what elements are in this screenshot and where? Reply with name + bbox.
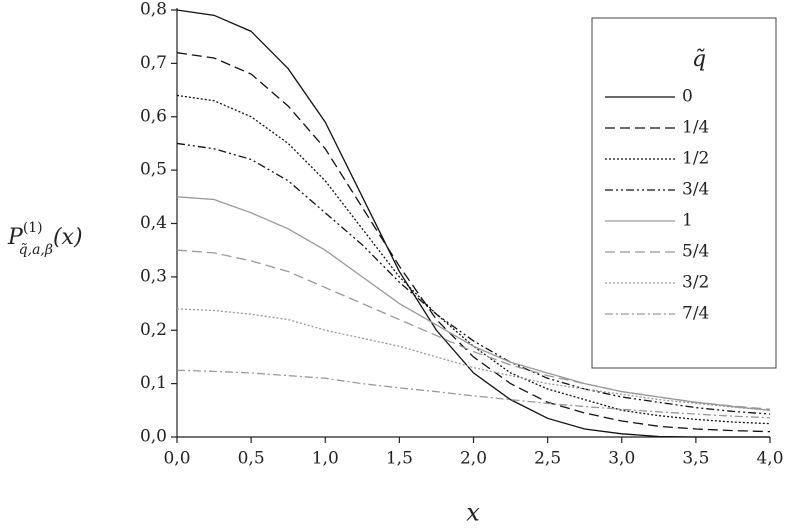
y-tick-label: 0,2 xyxy=(140,320,167,340)
x-tick-label: 0,5 xyxy=(238,449,265,469)
legend-label: 0 xyxy=(682,87,693,107)
y-tick-label: 0,1 xyxy=(140,373,167,393)
y-label-base: P xyxy=(7,225,24,250)
y-tick-label: 0,3 xyxy=(140,266,167,286)
y-tick-label: 0,5 xyxy=(140,160,167,180)
series-line xyxy=(176,94,771,425)
y-axis-label: P(1) q̃,a,β(x) xyxy=(7,220,83,258)
legend-label: 3/4 xyxy=(682,180,709,200)
x-tick-label: 4,0 xyxy=(756,449,783,469)
series-line xyxy=(176,249,771,410)
series-line xyxy=(176,52,771,433)
x-tick-label: 3,0 xyxy=(608,449,635,469)
y-label-sup: (1) xyxy=(23,220,43,236)
series-line xyxy=(176,142,771,415)
legend-box xyxy=(591,17,777,369)
x-tick-label: 1,0 xyxy=(312,449,339,469)
y-tick-label: 0,8 xyxy=(140,0,167,20)
legend-label: 7/4 xyxy=(682,304,709,324)
legend-title: q̃ xyxy=(692,47,706,72)
x-axis-label: x xyxy=(466,499,480,527)
x-tick-label: 3,5 xyxy=(682,449,709,469)
x-tick-label: 2,0 xyxy=(460,449,487,469)
legend-label: 1/4 xyxy=(682,118,709,138)
legend-label: 3/2 xyxy=(682,273,709,293)
y-tick-label: 0,6 xyxy=(140,106,167,126)
legend-label: 1/2 xyxy=(682,149,709,169)
series-line xyxy=(176,369,771,419)
y-tick-label: 0,4 xyxy=(140,213,167,233)
legend-label: 1 xyxy=(682,211,693,231)
x-tick-label: 1,5 xyxy=(386,449,413,469)
x-tick-label: 2,5 xyxy=(534,449,561,469)
y-label-arg: (x) xyxy=(53,225,83,250)
series-line xyxy=(176,9,770,438)
legend-label: 5/4 xyxy=(682,242,709,262)
y-label-sub: q̃,a,β xyxy=(19,242,53,258)
y-tick-label: 0,0 xyxy=(140,427,167,447)
x-tick-label: 0,0 xyxy=(163,449,190,469)
y-tick-label: 0,7 xyxy=(140,53,167,73)
